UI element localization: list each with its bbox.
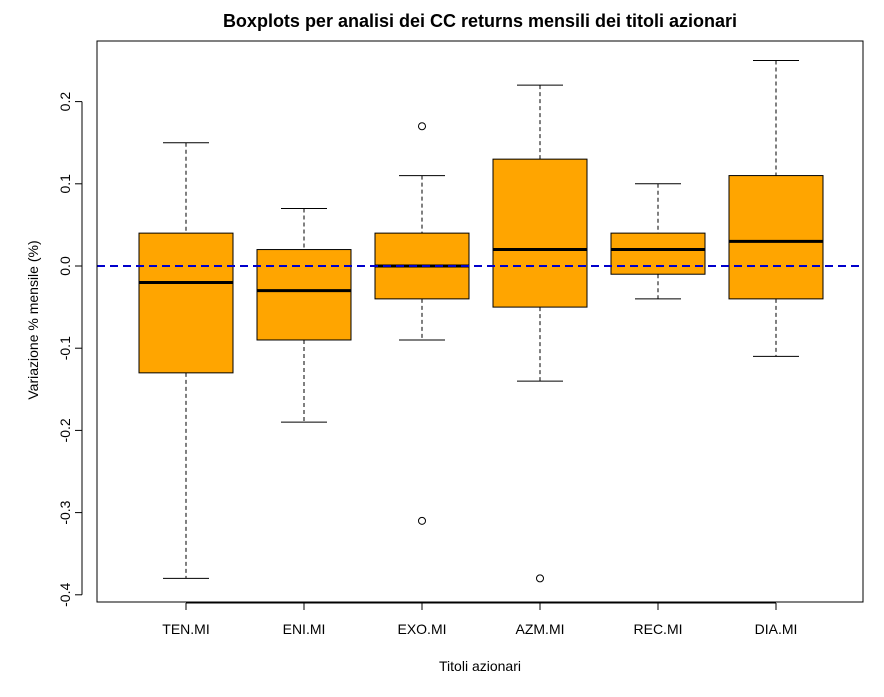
boxplot-azm-mi	[492, 84, 588, 583]
x-tick-label: ENI.MI	[283, 621, 326, 637]
y-tick-label: -0.2	[57, 418, 73, 442]
y-tick-label: 0.2	[57, 92, 73, 112]
y-tick-label: -0.4	[57, 583, 73, 607]
box-iqr	[256, 249, 352, 341]
plot-frame	[96, 40, 864, 603]
x-tick-label: AZM.MI	[516, 621, 565, 637]
x-tick-label: EXO.MI	[397, 621, 446, 637]
boxplot-rec-mi	[610, 183, 706, 300]
outlier-point	[536, 574, 544, 583]
box-iqr	[728, 175, 824, 300]
plot-area	[97, 60, 863, 583]
boxplot-exo-mi	[374, 122, 470, 525]
y-tick-label: 0.0	[57, 256, 73, 276]
outlier-point	[418, 516, 426, 525]
y-tick-label: 0.1	[57, 174, 73, 194]
box-iqr	[610, 232, 706, 275]
x-tick-label: REC.MI	[634, 621, 683, 637]
x-tick-label: TEN.MI	[162, 621, 209, 637]
y-tick-label: -0.1	[57, 336, 73, 360]
boxplot-dia-mi	[728, 60, 824, 357]
outlier-point	[418, 122, 426, 131]
x-tick-label: DIA.MI	[755, 621, 798, 637]
y-tick-label: -0.3	[57, 500, 73, 524]
box-iqr	[138, 232, 234, 374]
chart-title: Boxplots per analisi dei CC returns mens…	[223, 11, 737, 31]
box-iqr	[492, 158, 588, 308]
boxplot-ten-mi	[138, 142, 234, 579]
y-axis-label: Variazione % mensile (%)	[25, 240, 41, 399]
x-axis-label: Titoli azionari	[439, 658, 521, 674]
boxplot-eni-mi	[256, 207, 352, 423]
